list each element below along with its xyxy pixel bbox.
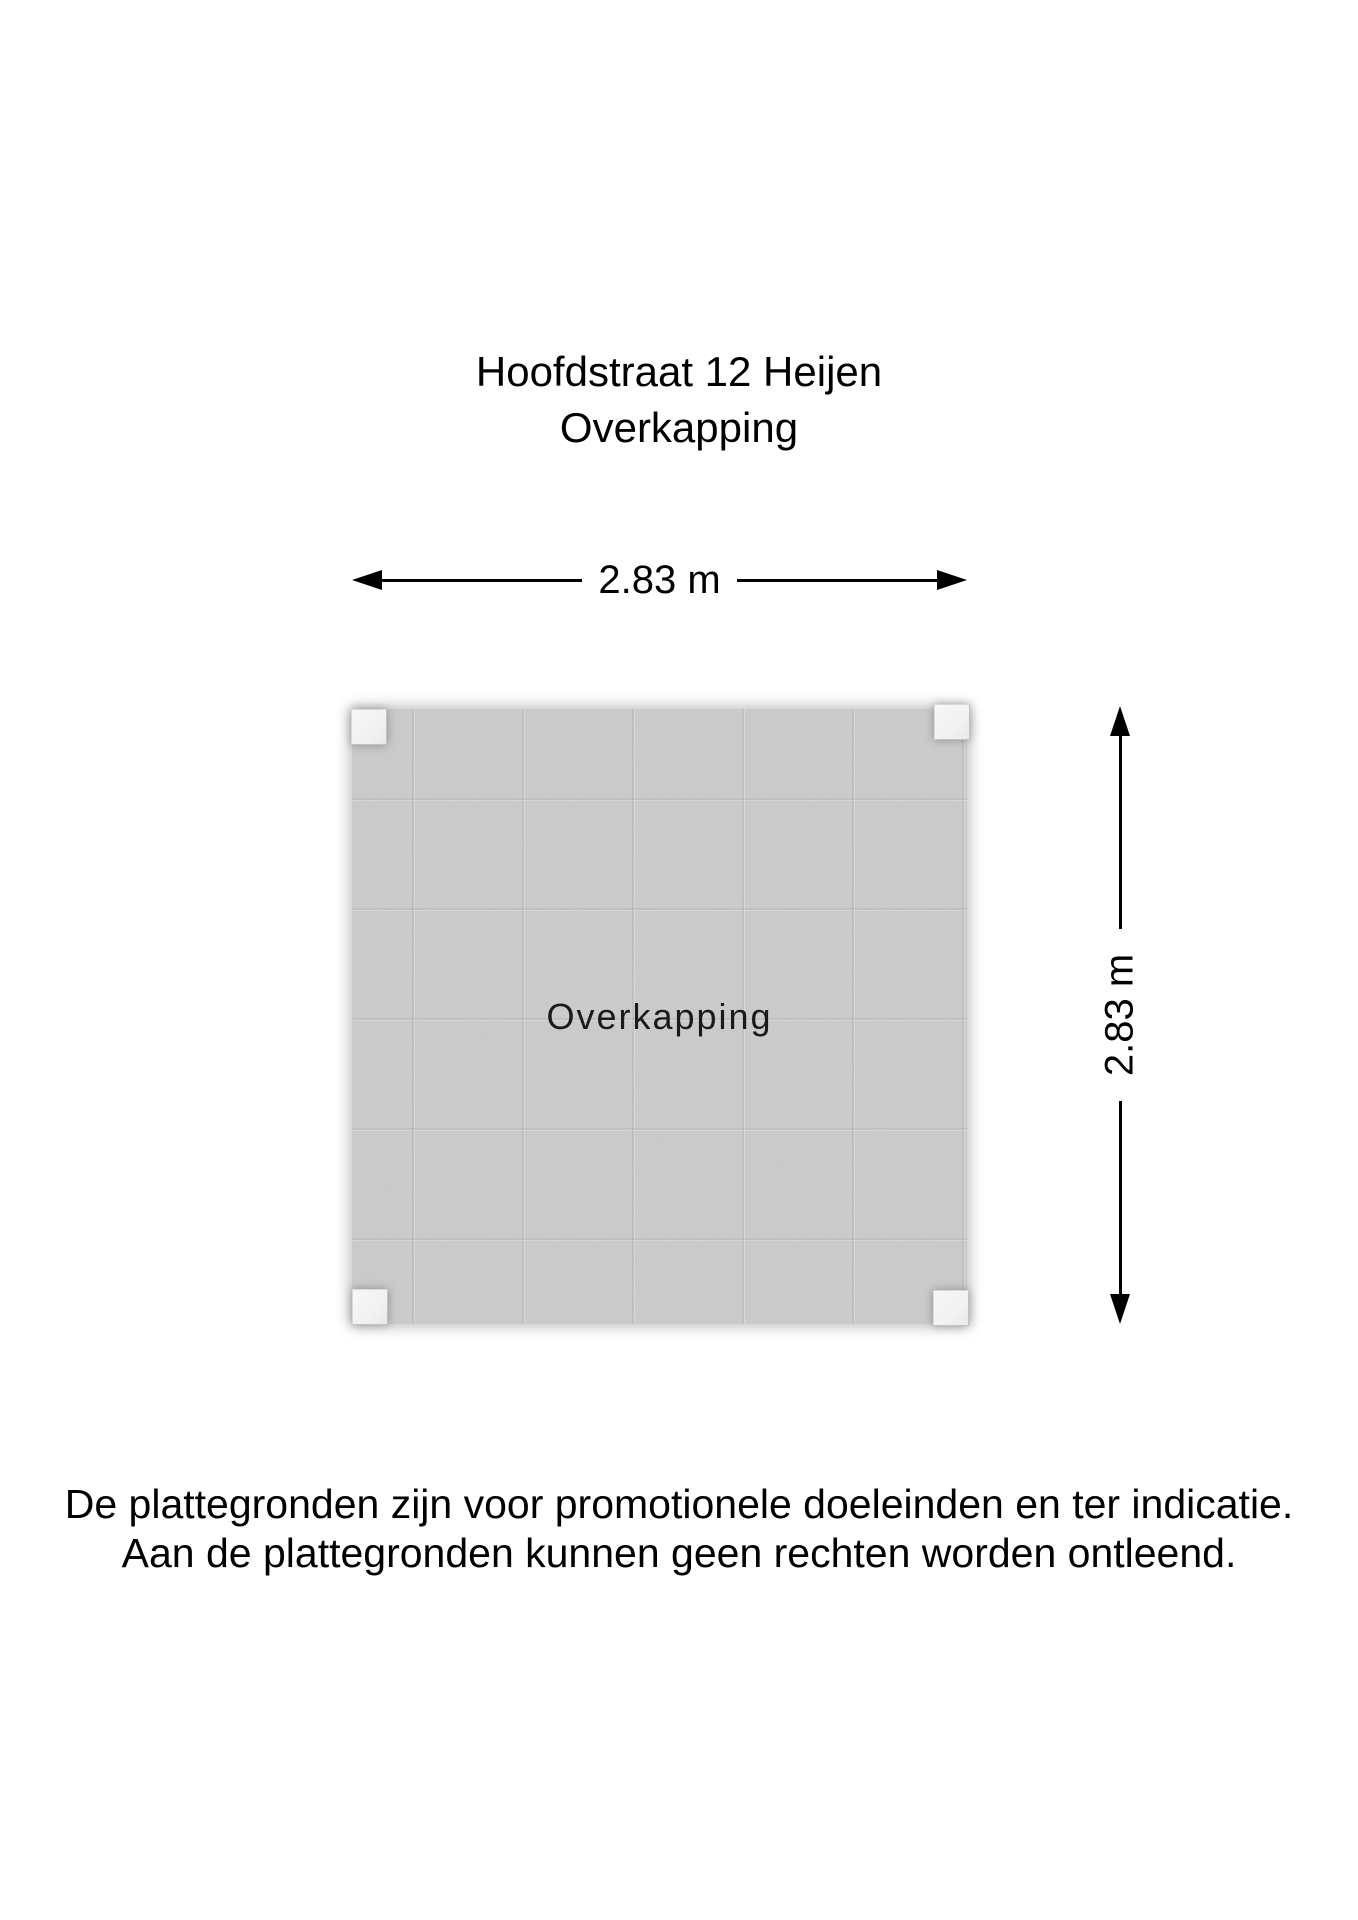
corner-post-top-right — [934, 704, 970, 740]
overkapping-floor-area: Overkapping — [351, 704, 970, 1326]
disclaimer-line1: De plattegronden zijn voor promotionele … — [64, 1481, 1294, 1527]
width-dimension: 2.83 m — [352, 557, 968, 602]
dimension-line-right — [736, 578, 938, 582]
arrow-left-icon — [352, 570, 382, 590]
plan-title-subtitle: Overkapping — [559, 404, 799, 451]
height-dimension-label-box: 2.83 m — [1097, 929, 1142, 1101]
dimension-line-bottom — [1118, 1101, 1122, 1294]
room-label: Overkapping — [546, 995, 773, 1037]
dimension-line-left — [382, 578, 583, 582]
height-dimension-label: 2.83 m — [1097, 953, 1142, 1077]
corner-post-top-left — [351, 709, 387, 745]
disclaimer: De plattegronden zijn voor promotionele … — [0, 1480, 1358, 1578]
disclaimer-line2: Aan de plattegronden kunnen geen rechten… — [121, 1530, 1237, 1576]
corner-post-bottom-right — [933, 1290, 969, 1326]
corner-post-bottom-left — [352, 1289, 388, 1325]
width-dimension-label: 2.83 m — [598, 557, 721, 602]
plan-title: Hoofdstraat 12 Heijen Overkapping — [0, 344, 1358, 456]
arrow-down-icon — [1110, 1294, 1130, 1324]
dimension-line-top — [1118, 736, 1122, 929]
height-dimension: 2.83 m — [1097, 706, 1142, 1324]
arrow-up-icon — [1110, 706, 1130, 736]
plan-title-address: Hoofdstraat 12 Heijen — [475, 348, 883, 395]
arrow-right-icon — [937, 570, 968, 590]
